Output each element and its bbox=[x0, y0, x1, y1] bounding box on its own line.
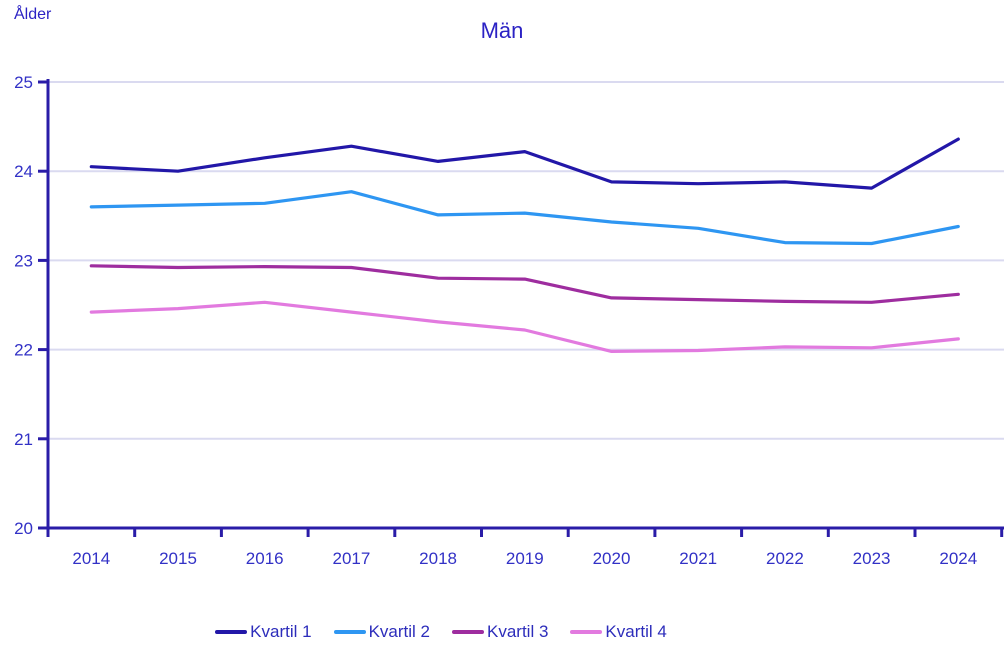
x-tick-label: 2018 bbox=[419, 549, 457, 568]
y-tick-label: 25 bbox=[14, 73, 33, 92]
legend-item-kvartil-4[interactable]: Kvartil 4 bbox=[570, 622, 667, 642]
legend-item-kvartil-2[interactable]: Kvartil 2 bbox=[333, 622, 430, 642]
legend-label: Kvartil 4 bbox=[605, 622, 667, 641]
x-tick-label: 2023 bbox=[853, 549, 891, 568]
x-tick-label: 2024 bbox=[939, 549, 977, 568]
x-tick-label: 2020 bbox=[593, 549, 631, 568]
x-tick-label: 2017 bbox=[332, 549, 370, 568]
legend-swatch bbox=[215, 630, 248, 634]
x-tick-label: 2015 bbox=[159, 549, 197, 568]
legend-swatch bbox=[452, 630, 484, 634]
y-tick-label: 23 bbox=[14, 251, 33, 270]
legend-item-kvartil-3[interactable]: Kvartil 3 bbox=[452, 622, 548, 642]
x-tick-label: 2019 bbox=[506, 549, 544, 568]
y-tick-label: 21 bbox=[14, 430, 33, 449]
x-tick-label: 2021 bbox=[679, 549, 717, 568]
chart-title: Män bbox=[480, 18, 524, 43]
y-tick-label: 22 bbox=[14, 341, 33, 360]
series-line-kvartil-4 bbox=[89, 300, 960, 353]
legend: Kvartil 1 Kvartil 2 Kvartil 3 Kvartil 4 bbox=[0, 622, 943, 642]
y-tick-label: 20 bbox=[14, 519, 33, 538]
x-tick-label: 2014 bbox=[72, 549, 110, 568]
series-line-kvartil-1 bbox=[89, 137, 960, 190]
legend-item-kvartil-1[interactable]: Kvartil 1 bbox=[215, 622, 312, 642]
legend-swatch bbox=[570, 630, 603, 634]
y-axis-title: Ålder bbox=[14, 6, 52, 23]
legend-label: Kvartil 1 bbox=[250, 622, 312, 641]
legend-label: Kvartil 2 bbox=[368, 622, 430, 641]
x-tick-label: 2022 bbox=[766, 549, 804, 568]
series-line-kvartil-2 bbox=[89, 190, 960, 246]
x-tick-label: 2016 bbox=[246, 549, 284, 568]
series-line-kvartil-3 bbox=[89, 264, 960, 304]
legend-label: Kvartil 3 bbox=[487, 622, 549, 641]
legend-swatch bbox=[333, 630, 366, 634]
y-tick-label: 24 bbox=[14, 162, 33, 181]
